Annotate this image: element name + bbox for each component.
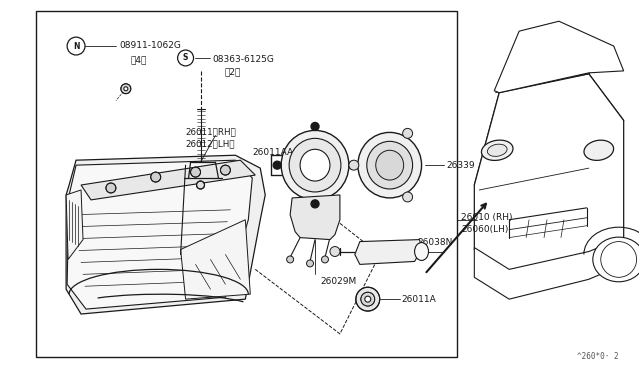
Text: S: S (183, 54, 188, 62)
Text: 26339: 26339 (447, 161, 475, 170)
Ellipse shape (349, 160, 359, 170)
Text: ^260*0· 2: ^260*0· 2 (577, 352, 619, 361)
Circle shape (121, 84, 131, 94)
Circle shape (330, 247, 340, 256)
Ellipse shape (403, 128, 413, 138)
Text: N: N (73, 42, 79, 51)
Circle shape (273, 161, 281, 169)
Polygon shape (494, 21, 623, 93)
Circle shape (311, 200, 319, 208)
Text: 〈2〉: 〈2〉 (225, 67, 241, 76)
Text: 26029M: 26029M (320, 277, 356, 286)
Text: 26010 (RH): 26010 (RH) (461, 213, 513, 222)
Polygon shape (67, 160, 252, 309)
Ellipse shape (584, 140, 614, 160)
Text: 08363-6125G: 08363-6125G (212, 55, 275, 64)
Ellipse shape (281, 131, 349, 200)
Text: 26060(LH): 26060(LH) (461, 225, 509, 234)
Ellipse shape (593, 237, 640, 282)
Polygon shape (180, 220, 250, 299)
Circle shape (287, 256, 294, 263)
Text: 〈4〉: 〈4〉 (131, 55, 147, 64)
Circle shape (196, 181, 205, 189)
Circle shape (191, 167, 200, 177)
Text: 26011A: 26011A (402, 295, 436, 304)
Circle shape (307, 260, 314, 267)
Text: 26012〈LH〉: 26012〈LH〉 (186, 140, 236, 148)
Ellipse shape (358, 132, 422, 198)
Polygon shape (355, 240, 422, 264)
Circle shape (356, 287, 380, 311)
Ellipse shape (488, 144, 507, 156)
Circle shape (321, 256, 328, 263)
Circle shape (365, 296, 371, 302)
Circle shape (349, 161, 357, 169)
Text: 26011〈RH〉: 26011〈RH〉 (186, 128, 236, 137)
Text: 26011AA: 26011AA (252, 148, 293, 157)
Circle shape (106, 183, 116, 193)
Ellipse shape (367, 141, 413, 189)
Circle shape (311, 122, 319, 131)
Ellipse shape (376, 150, 404, 180)
Ellipse shape (415, 243, 429, 260)
Ellipse shape (481, 140, 513, 160)
Circle shape (220, 165, 230, 175)
Bar (36, 11, 458, 357)
Text: 26038N: 26038N (417, 238, 453, 247)
Text: 08911-1062G: 08911-1062G (119, 41, 180, 50)
Circle shape (124, 87, 128, 91)
Polygon shape (81, 160, 255, 200)
Circle shape (361, 292, 375, 306)
Polygon shape (474, 238, 623, 299)
Ellipse shape (289, 138, 341, 192)
Ellipse shape (403, 192, 413, 202)
Ellipse shape (300, 149, 330, 181)
Polygon shape (474, 74, 623, 274)
Polygon shape (66, 155, 265, 314)
Polygon shape (66, 190, 83, 259)
Circle shape (151, 172, 161, 182)
Polygon shape (290, 195, 340, 240)
